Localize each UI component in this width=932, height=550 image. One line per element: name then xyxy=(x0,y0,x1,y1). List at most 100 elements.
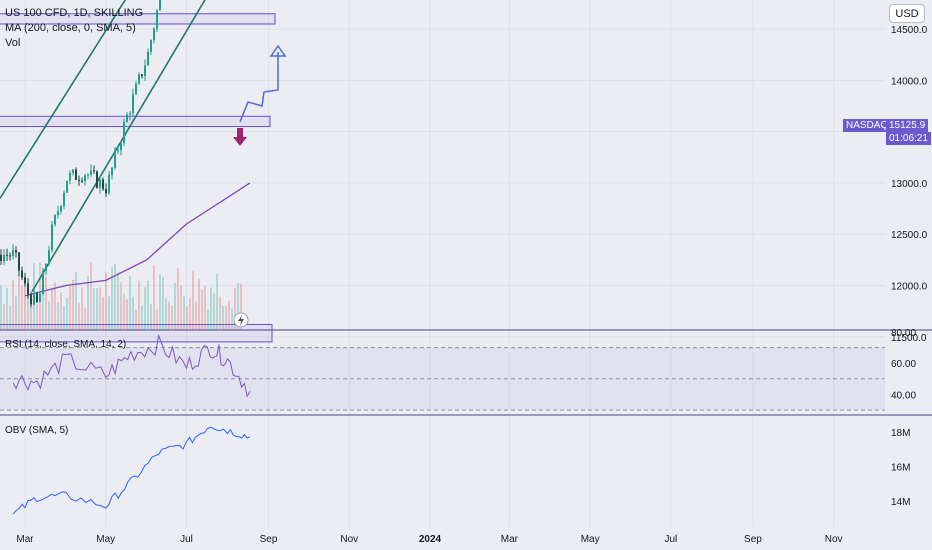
candle-body xyxy=(126,114,128,122)
candle-body xyxy=(90,170,92,175)
candle-body xyxy=(84,175,86,182)
volume-bar xyxy=(240,283,242,330)
candle-body xyxy=(111,167,113,176)
candle-body xyxy=(0,254,2,261)
volume-bar xyxy=(48,301,50,330)
volume-bar xyxy=(21,285,23,330)
volume-bar xyxy=(132,296,134,330)
lightning-glyph xyxy=(238,315,244,326)
volume-bar xyxy=(54,282,56,330)
volume-bar xyxy=(198,278,200,330)
currency-button[interactable]: USD xyxy=(889,4,925,23)
volume-bar xyxy=(159,274,161,330)
rsi-tick-label: 80.00 xyxy=(891,328,916,339)
candle-body xyxy=(81,180,83,182)
symbol-price-tag: NASDAQ xyxy=(843,119,892,132)
price-tick-label: 11500.0 xyxy=(891,333,927,344)
volume-bar xyxy=(213,293,215,330)
obv-legend: OBV (SMA, 5) xyxy=(5,425,69,436)
volume-bar xyxy=(219,296,221,330)
volume-bar xyxy=(81,287,83,330)
volume-bar xyxy=(30,301,32,330)
volume-bar xyxy=(183,296,185,330)
candle-body xyxy=(48,250,50,264)
volume-bar xyxy=(228,300,230,330)
countdown-tag: 01:06:21 xyxy=(886,132,931,145)
candle-body xyxy=(3,254,5,261)
volume-bar xyxy=(186,306,188,330)
grid xyxy=(0,0,885,527)
candle-body xyxy=(159,0,161,11)
volume-bar xyxy=(210,287,212,330)
candle-body xyxy=(72,169,74,174)
volume-bar xyxy=(75,272,77,330)
time-tick-label: Nov xyxy=(825,534,843,545)
candle-body xyxy=(120,142,122,151)
candle-body xyxy=(156,10,158,29)
volume-bar xyxy=(117,272,119,330)
time-tick-label: May xyxy=(581,534,600,545)
volume-bar xyxy=(177,267,179,330)
volume-bar xyxy=(135,309,137,330)
volume-bar xyxy=(111,267,113,330)
volume-bar xyxy=(204,286,206,330)
volume-bar xyxy=(144,287,146,330)
rsi-legend: RSI (14, close, SMA, 14, 2) xyxy=(5,339,127,350)
volume-bar xyxy=(171,305,173,330)
volume-bar xyxy=(138,280,140,330)
candle-body xyxy=(132,94,134,114)
candle-body xyxy=(6,254,8,256)
volume-bar xyxy=(201,289,203,330)
price-tick-label: 12000.0 xyxy=(891,282,928,293)
candle-body xyxy=(105,189,107,194)
candle-body xyxy=(57,211,59,216)
candle-body xyxy=(93,170,95,172)
volume-bar xyxy=(18,277,20,330)
volume-bar xyxy=(129,275,131,330)
volume-bar xyxy=(27,281,29,330)
volume-bar xyxy=(195,301,197,330)
candles xyxy=(0,0,161,308)
obv-tick-label: 14M xyxy=(891,497,910,508)
candle-body xyxy=(42,270,44,295)
candle-body xyxy=(78,179,80,181)
volume-bar xyxy=(150,303,152,330)
channel-lower-line xyxy=(31,0,206,293)
candle-body xyxy=(102,179,104,190)
candle-body xyxy=(33,292,35,305)
candle-body xyxy=(12,250,14,257)
candle-body xyxy=(129,113,131,115)
volume-bar xyxy=(24,276,26,330)
price-zone xyxy=(0,115,271,128)
volume-bar xyxy=(96,288,98,330)
rsi-tick-label: 60.00 xyxy=(891,359,916,370)
price-tick-label: 12500.0 xyxy=(891,230,928,241)
candle-body xyxy=(147,51,149,66)
volume-bar xyxy=(78,303,80,330)
projection-down-shaft xyxy=(237,128,243,137)
volume-bar xyxy=(93,288,95,330)
volume-bar xyxy=(102,296,104,330)
candle-body xyxy=(54,215,56,225)
candle-body xyxy=(24,277,26,284)
projection-down-arrowhead xyxy=(233,137,247,146)
volume-bar xyxy=(216,274,218,330)
symbol-title: US 100 CFD, 1D, SKILLING xyxy=(5,7,144,19)
volume-bar xyxy=(60,292,62,330)
volume-bar xyxy=(0,285,2,330)
volume-bar xyxy=(207,309,209,330)
projection-up-arrowhead xyxy=(269,44,287,57)
volume-bar xyxy=(123,293,125,330)
volume-bar xyxy=(180,285,182,330)
price-tick-label: 13000.0 xyxy=(891,179,928,190)
time-tick-label: May xyxy=(96,534,115,545)
volume-bar xyxy=(108,296,110,330)
time-tick-label: Sep xyxy=(744,534,762,545)
candle-body xyxy=(144,65,146,77)
volume-bar xyxy=(174,283,176,330)
price-tick-label: 14500.0 xyxy=(891,25,928,36)
price-axis-area xyxy=(885,0,932,550)
candle-body xyxy=(87,174,89,176)
